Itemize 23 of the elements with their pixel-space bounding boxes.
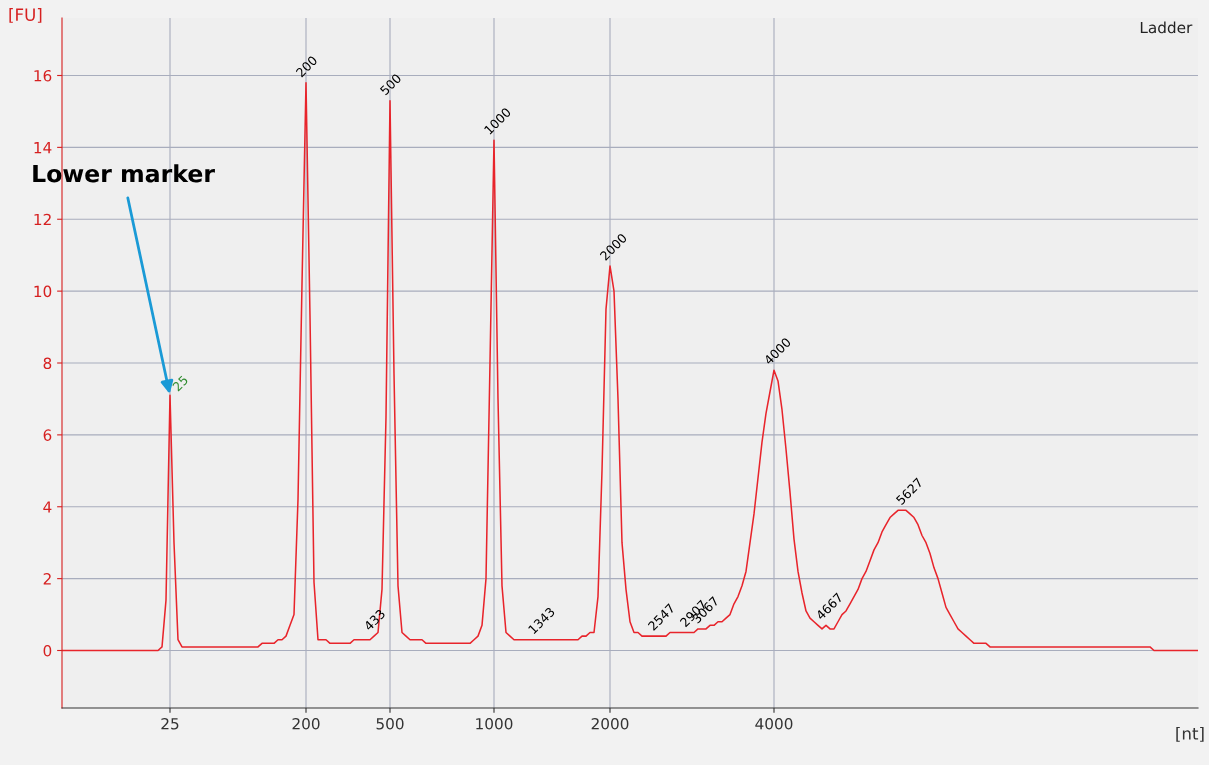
x-tick-label: 2000 — [591, 717, 629, 730]
chart-title: Ladder — [1140, 21, 1193, 34]
x-tick-label: 1000 — [476, 717, 513, 730]
y-tick-label: 2 — [43, 573, 51, 585]
y-tick-label: 0 — [43, 644, 52, 657]
y-tick-label: 6 — [43, 429, 52, 441]
annotation: 433 — [363, 608, 386, 632]
x-tick-label: 4000 — [755, 717, 793, 730]
x-tick-label: 25 — [161, 717, 179, 730]
annotation: 200 — [295, 55, 318, 78]
x-tick-label: 500 — [376, 717, 404, 730]
y-axis-title: [FU] — [9, 8, 42, 23]
y-tick-label: 12 — [34, 213, 51, 226]
y-tick-label: 4 — [43, 501, 52, 513]
annotation: 500 — [379, 73, 402, 96]
y-tick-label: 16 — [34, 69, 52, 82]
y-tick-label: 10 — [34, 285, 52, 298]
annotation: 25 — [171, 375, 189, 392]
x-axis-title: [nt] — [1176, 726, 1204, 742]
annotation: Lower marker — [33, 164, 215, 183]
y-tick-label: 14 — [34, 142, 52, 154]
y-tick-label: 8 — [43, 357, 52, 370]
x-tick-label: 200 — [292, 717, 320, 730]
